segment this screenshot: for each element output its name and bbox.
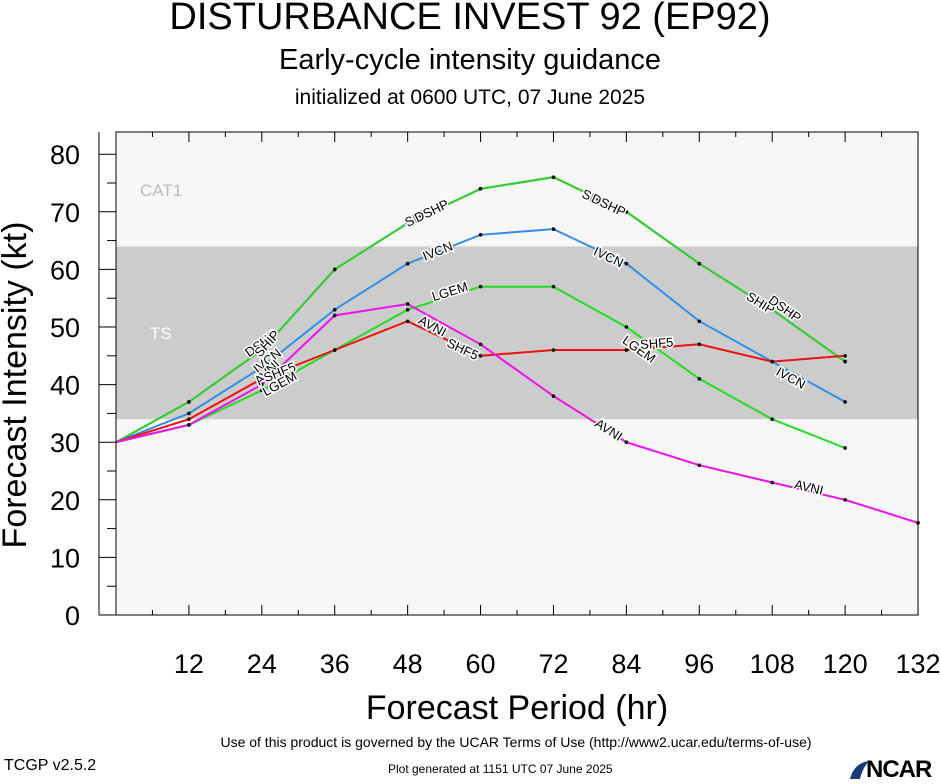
data-point-shf5 [187, 417, 191, 421]
x-tick-label: 132 [896, 649, 940, 679]
x-tick-label: 12 [174, 649, 204, 679]
data-point-ship [843, 359, 847, 364]
data-point-lgem [624, 325, 629, 329]
data-point-avni [332, 313, 337, 318]
data-point-ivcn [405, 261, 410, 266]
data-point-ivcn [551, 227, 556, 231]
y-tick-label: 50 [50, 313, 80, 343]
x-tick-label: 72 [538, 649, 568, 679]
data-point-shf5 [405, 319, 410, 324]
y-tick-label: 10 [50, 543, 80, 573]
band-label-ts: TS [150, 324, 172, 343]
generated-time: Plot generated at 1151 UTC 07 June 2025 [388, 762, 613, 776]
data-point-ivcn [478, 233, 483, 237]
data-point-lgem [843, 446, 847, 450]
y-tick-label: 80 [50, 140, 80, 170]
data-point-avni [187, 423, 191, 427]
band-labels: TS CAT1 [140, 181, 182, 343]
y-tick-label: 70 [50, 198, 80, 228]
data-point-lgem [478, 284, 483, 289]
data-point-ship [551, 175, 556, 180]
y-tick-label: 0 [65, 601, 80, 631]
y-tick-label: 60 [50, 255, 80, 285]
data-point-lgem [260, 388, 264, 393]
y-tick-label: 20 [50, 486, 80, 516]
chart-subtitle: Early-cycle intensity guidance [278, 44, 661, 76]
x-tick-label: 24 [247, 649, 277, 679]
data-point-avni [260, 382, 264, 387]
data-point-ivcn [260, 365, 264, 370]
data-point-ship [405, 221, 410, 226]
data-point-shf5 [770, 359, 775, 364]
data-point-lgem [405, 307, 410, 312]
data-point-ivcn [332, 307, 337, 312]
chart-title: DISTURBANCE INVEST 92 (EP92) [169, 0, 771, 38]
data-point-lgem [697, 377, 702, 381]
data-point-avni [405, 302, 410, 306]
band-label-cat1: CAT1 [140, 181, 182, 200]
data-point-ship [332, 267, 337, 272]
data-point-avni [478, 342, 483, 347]
terms-of-use: Use of this product is governed by the U… [220, 734, 812, 750]
ncar-logo-text: NCAR [866, 756, 932, 783]
intensity-bands [116, 132, 918, 615]
x-tick-label: 60 [466, 649, 496, 679]
data-point-avni [624, 440, 629, 445]
data-point-ivcn [624, 261, 629, 266]
data-point-avni [697, 463, 702, 468]
axes: 12 24 36 48 60 72 84 96 108 120 132 0 10 20 30 40 50 60 70… [50, 132, 940, 679]
x-tick-label: 36 [320, 649, 350, 679]
x-tick-label: 120 [823, 649, 868, 679]
x-tick-label: 96 [684, 649, 714, 679]
data-point-ivcn [697, 319, 702, 324]
version-label: TCGP v2.5.2 [4, 757, 97, 774]
data-point-shf5 [843, 354, 847, 358]
x-tick-label: 108 [750, 649, 795, 679]
data-point-ivcn [843, 400, 847, 404]
data-point-shf5 [332, 348, 337, 352]
initialization-time: initialized at 0600 UTC, 07 June 2025 [294, 86, 646, 109]
data-point-ship [624, 210, 629, 214]
data-point-lgem [551, 284, 556, 289]
series-line-avni [115, 302, 919, 524]
series-points [187, 175, 920, 525]
data-point-shf5 [697, 342, 702, 347]
data-point-avni [770, 480, 775, 485]
line-label-shf5: SHF5 [640, 334, 674, 352]
data-point-shf5 [551, 348, 556, 352]
y-tick-label: 40 [50, 371, 80, 401]
data-point-avni [551, 394, 556, 398]
data-point-ship [260, 348, 264, 352]
data-point-shf5 [478, 354, 483, 358]
data-point-lgem [770, 417, 775, 421]
y-tick-label: 30 [50, 428, 80, 458]
data-point-ship [697, 261, 702, 266]
ncar-logo-mark [850, 761, 869, 779]
data-point-ship [478, 186, 483, 191]
y-axis-label: Forecast Intensity (kt) [0, 222, 34, 549]
data-point-ivcn [187, 411, 191, 416]
data-point-avni [843, 498, 847, 502]
x-axis-label: Forecast Period (hr) [366, 689, 668, 727]
x-tick-label: 84 [611, 649, 641, 679]
data-point-ship [187, 400, 191, 404]
band-cat1 [116, 136, 918, 247]
data-point-shf5 [260, 377, 264, 381]
x-tick-label: 48 [393, 649, 423, 679]
data-point-shf5 [624, 348, 629, 352]
data-point-ship [770, 307, 775, 312]
